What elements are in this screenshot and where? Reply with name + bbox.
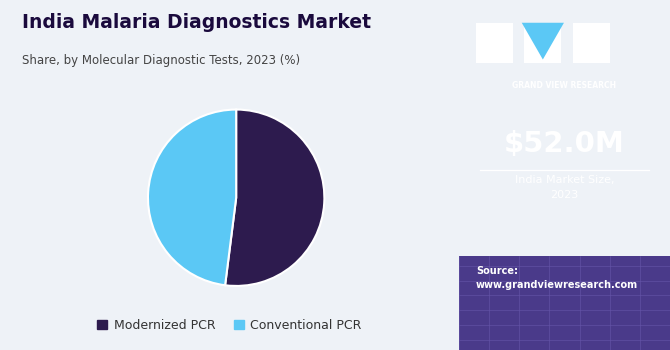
Polygon shape [522,23,564,60]
Bar [459,256,670,350]
Text: $52.0M: $52.0M [504,130,625,158]
Wedge shape [225,110,324,286]
Legend: Modernized PCR, Conventional PCR: Modernized PCR, Conventional PCR [97,319,362,332]
Text: India Malaria Diagnostics Market: India Malaria Diagnostics Market [22,13,371,32]
Text: GRAND VIEW RESEARCH: GRAND VIEW RESEARCH [513,80,616,90]
Text: Source:
www.grandviewresearch.com: Source: www.grandviewresearch.com [476,266,638,290]
Text: Share, by Molecular Diagnostic Tests, 2023 (%): Share, by Molecular Diagnostic Tests, 20… [22,54,300,67]
Bar [573,23,610,63]
Bar [476,23,513,63]
Text: India Market Size,
2023: India Market Size, 2023 [515,175,614,200]
Wedge shape [148,110,237,285]
Bar [525,23,561,63]
